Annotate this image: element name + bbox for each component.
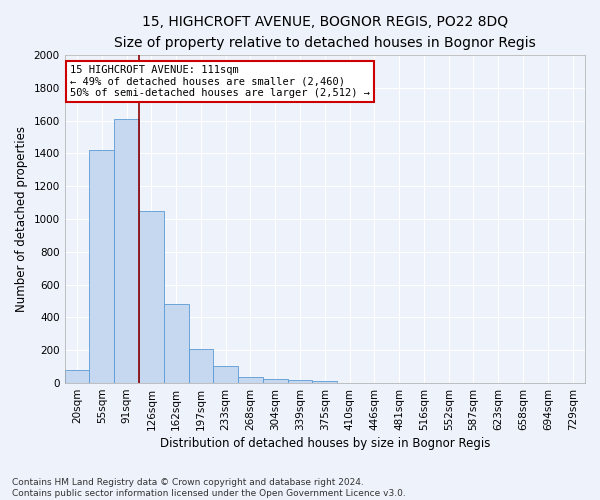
Bar <box>114 119 139 383</box>
Bar <box>263 379 287 383</box>
Title: 15, HIGHCROFT AVENUE, BOGNOR REGIS, PO22 8DQ
Size of property relative to detach: 15, HIGHCROFT AVENUE, BOGNOR REGIS, PO22… <box>114 15 536 50</box>
X-axis label: Distribution of detached houses by size in Bognor Regis: Distribution of detached houses by size … <box>160 437 490 450</box>
Y-axis label: Number of detached properties: Number of detached properties <box>15 126 28 312</box>
Bar <box>214 366 238 383</box>
Text: Contains HM Land Registry data © Crown copyright and database right 2024.
Contai: Contains HM Land Registry data © Crown c… <box>12 478 406 498</box>
Bar <box>313 382 337 383</box>
Bar <box>139 211 164 383</box>
Bar <box>238 377 263 383</box>
Bar <box>89 150 114 383</box>
Text: 15 HIGHCROFT AVENUE: 111sqm
← 49% of detached houses are smaller (2,460)
50% of : 15 HIGHCROFT AVENUE: 111sqm ← 49% of det… <box>70 65 370 98</box>
Bar <box>287 380 313 383</box>
Bar <box>65 370 89 383</box>
Bar <box>164 304 188 383</box>
Bar <box>188 350 214 383</box>
